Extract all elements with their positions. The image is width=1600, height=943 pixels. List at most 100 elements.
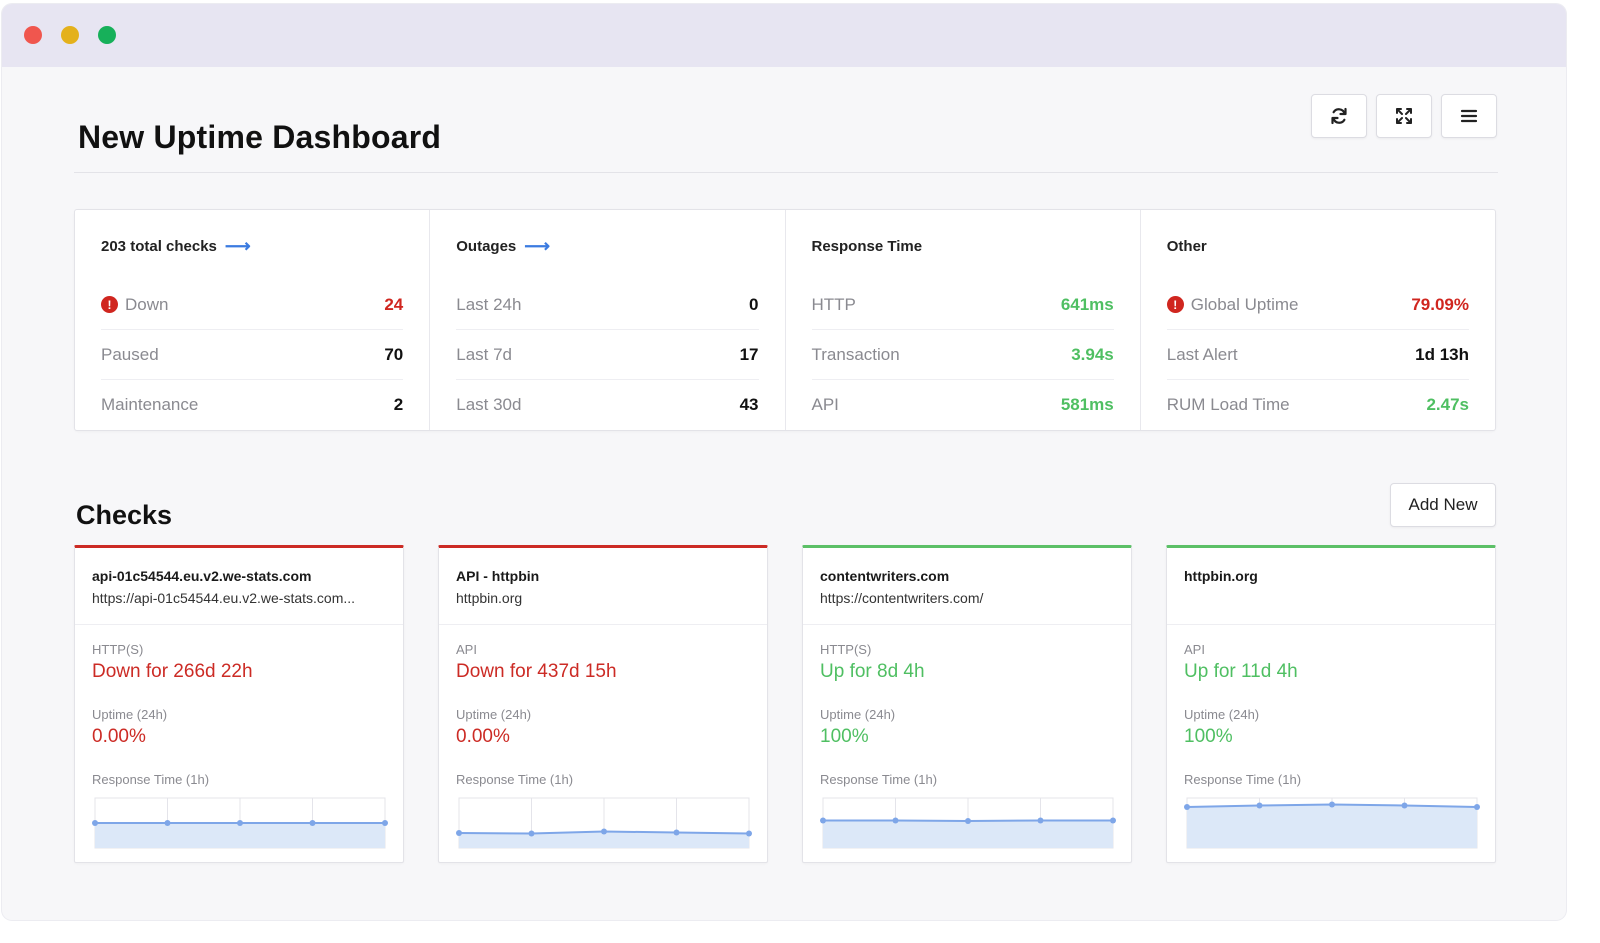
sparkline-area xyxy=(1187,804,1477,848)
stat-row: Last 24h 0 xyxy=(456,280,759,330)
maximize-window-button[interactable] xyxy=(98,26,116,44)
minimize-window-button[interactable] xyxy=(61,26,79,44)
add-new-check-button[interactable]: Add New xyxy=(1390,483,1496,527)
check-card-body: HTTP(S) Down for 266d 22h Uptime (24h) 0… xyxy=(75,625,403,850)
check-card[interactable]: API - httpbin httpbin.org API Down for 4… xyxy=(438,545,768,863)
check-card-header: httpbin.org xyxy=(1167,548,1495,625)
check-status: Down for 266d 22h xyxy=(92,661,253,682)
check-type: API xyxy=(456,642,477,657)
response-time-label: Response Time (1h) xyxy=(1184,772,1302,787)
uptime-value: 0.00% xyxy=(456,726,510,747)
check-card[interactable]: contentwriters.com https://contentwriter… xyxy=(802,545,1132,863)
stat-value: 17 xyxy=(739,344,759,364)
check-name[interactable]: httpbin.org xyxy=(1184,568,1258,584)
stat-column-response-time: Response Time HTTP 641ms Transaction 3.94s… xyxy=(786,210,1141,430)
sparkline-point xyxy=(601,828,607,835)
check-type: API xyxy=(1184,642,1205,657)
sparkline-area xyxy=(95,823,385,848)
stat-row: Transaction 3.94s xyxy=(811,330,1114,380)
stat-title-label: Outages xyxy=(456,237,517,255)
sparkline-point xyxy=(1329,801,1335,808)
stat-title-label: Other xyxy=(1166,237,1207,255)
dashboard-header: New Uptime Dashboard xyxy=(74,67,1498,173)
sparkline-point xyxy=(237,820,243,826)
stat-row: ! Global Uptime 79.09% xyxy=(1166,280,1469,330)
stat-value: 2.47s xyxy=(1426,395,1469,414)
stat-label: Last 30d xyxy=(456,395,522,414)
check-status: Up for 11d 4h xyxy=(1184,661,1298,682)
stat-value: 24 xyxy=(384,294,404,314)
stat-value: 3.94s xyxy=(1071,344,1114,364)
stat-row: Maintenance 2 xyxy=(101,380,403,430)
check-type: HTTP(S) xyxy=(92,642,144,657)
page-title: New Uptime Dashboard xyxy=(78,119,442,155)
stat-column-title[interactable]: Outages ⟶ xyxy=(456,210,758,280)
sparkline-area xyxy=(823,820,1113,848)
response-time-sparkline xyxy=(1184,797,1480,849)
stat-label: Global Uptime xyxy=(1190,294,1299,314)
uptime-label: Uptime (24h) xyxy=(1184,707,1260,722)
alert-icon: ! xyxy=(1166,296,1184,313)
uptime-value: 0.00% xyxy=(92,726,146,747)
stat-label: Transaction xyxy=(811,344,900,364)
stat-value: 641ms xyxy=(1060,294,1114,314)
check-card-body: API Up for 11d 4h Uptime (24h) 100% Resp… xyxy=(1167,625,1495,850)
check-card[interactable]: httpbin.org API Up for 11d 4h Uptime (24… xyxy=(1166,545,1496,863)
stat-column-outages: Outages ⟶ Last 24h 0 Last 7d 17 Last 30d 43 xyxy=(430,210,786,430)
close-window-button[interactable] xyxy=(24,26,42,44)
stat-label: Paused xyxy=(101,344,159,364)
arrow-right-icon: ⟶ xyxy=(224,235,251,256)
menu-button[interactable] xyxy=(1441,94,1497,138)
check-status: Down for 437d 15h xyxy=(456,661,617,682)
sparkline-point xyxy=(746,830,752,837)
response-time-label: Response Time (1h) xyxy=(92,772,210,787)
stat-label: RUM Load Time xyxy=(1166,395,1290,414)
menu-icon xyxy=(1460,109,1478,123)
sparkline-point xyxy=(92,820,98,826)
stat-value: 79.09% xyxy=(1411,294,1469,314)
stat-value: 0 xyxy=(749,294,759,314)
check-url: https://contentwriters.com/ xyxy=(820,590,984,606)
response-time-label: Response Time (1h) xyxy=(820,772,938,787)
fullscreen-button[interactable] xyxy=(1376,94,1432,138)
check-card[interactable]: api-01c54544.eu.v2.we-stats.com https://… xyxy=(74,545,404,863)
stat-value: 43 xyxy=(739,395,759,414)
check-name[interactable]: contentwriters.com xyxy=(820,568,950,584)
stat-value: 581ms xyxy=(1060,395,1114,414)
sparkline-point xyxy=(673,829,680,836)
stat-label: Down xyxy=(125,294,169,314)
response-time-sparkline xyxy=(456,797,752,849)
uptime-value: 100% xyxy=(820,726,869,747)
stat-row: ! Down 24 xyxy=(101,280,404,330)
refresh-button[interactable] xyxy=(1311,94,1367,138)
expand-icon xyxy=(1396,108,1412,124)
stat-label: Last 24h xyxy=(456,294,522,314)
check-card-header: contentwriters.com https://contentwriter… xyxy=(803,548,1131,625)
summary-stats-panel: 203 total checks ⟶ ! Down 24 Paused 70 Maint… xyxy=(74,209,1496,431)
stat-column-title: Other xyxy=(1167,210,1469,280)
check-name[interactable]: api-01c54544.eu.v2.we-stats.com xyxy=(92,568,312,584)
sparkline-point xyxy=(528,830,535,837)
stat-column-title[interactable]: 203 total checks ⟶ xyxy=(101,210,403,280)
response-time-sparkline xyxy=(820,797,1116,849)
sparkline-point xyxy=(456,830,462,836)
sparkline-point xyxy=(1401,802,1408,809)
stat-row: API 581ms xyxy=(812,380,1114,430)
uptime-label: Uptime (24h) xyxy=(92,707,168,722)
check-card-header: API - httpbin httpbin.org xyxy=(439,548,767,625)
check-name[interactable]: API - httpbin xyxy=(456,568,540,584)
window-titlebar xyxy=(2,4,1566,67)
stat-label: API xyxy=(811,395,839,414)
sparkline-point xyxy=(892,817,899,824)
stat-label: Maintenance xyxy=(101,395,199,414)
response-time-label: Response Time (1h) xyxy=(456,772,574,787)
stat-row: RUM Load Time 2.47s xyxy=(1167,380,1469,430)
stat-value: 2 xyxy=(393,395,404,414)
stat-label: Last 7d xyxy=(456,344,513,364)
check-status: Up for 8d 4h xyxy=(820,661,925,682)
sparkline-point xyxy=(820,817,826,824)
stat-title-label: 203 total checks xyxy=(101,237,217,255)
check-card-header: api-01c54544.eu.v2.we-stats.com https://… xyxy=(75,548,403,625)
uptime-value: 100% xyxy=(1184,726,1233,747)
sparkline-point xyxy=(965,818,971,824)
